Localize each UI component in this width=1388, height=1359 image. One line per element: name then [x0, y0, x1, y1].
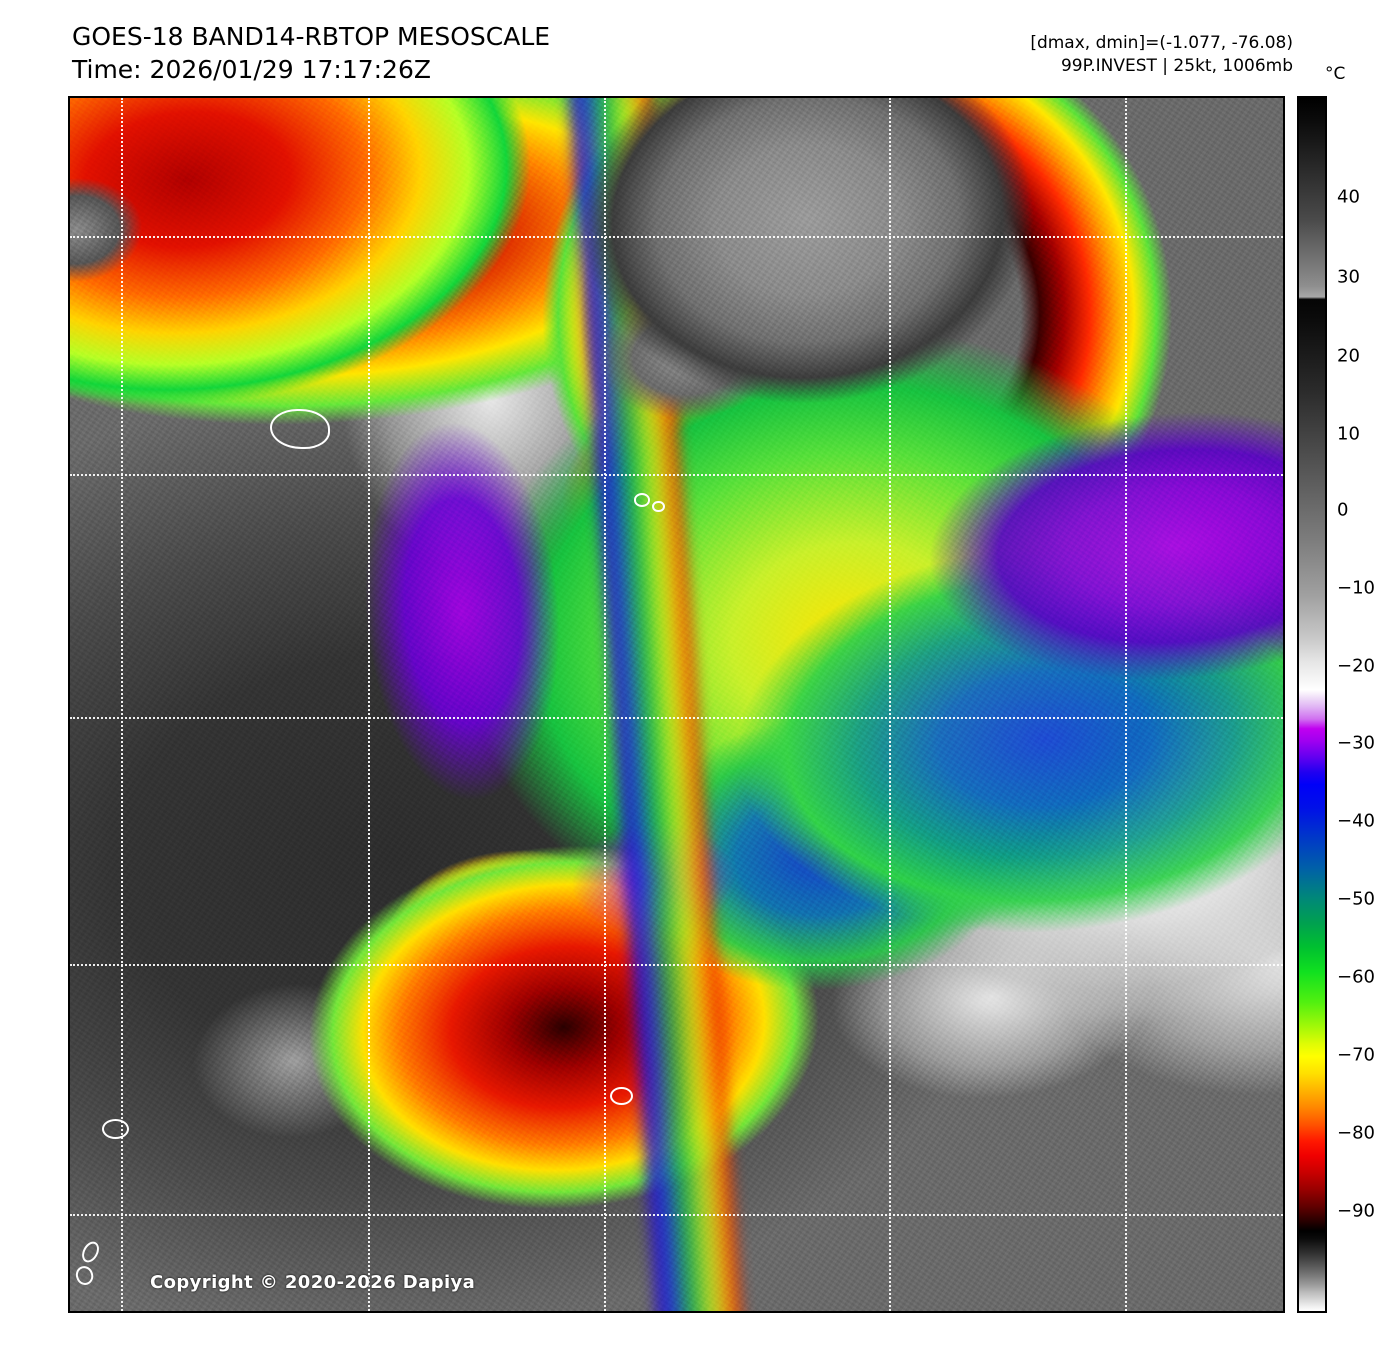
storm-info-label: 99P.INVEST | 25kt, 1006mb [1060, 56, 1293, 76]
colorbar-tick-2: 20 [1337, 345, 1360, 367]
colorbar[interactable]: 40 30 20 10 0 −10 −20 −30 −40 −50 −60 −7… [1297, 96, 1375, 1313]
colorbar-tick-11: −70 [1337, 1044, 1375, 1066]
colorbar-tick-0: 40 [1337, 186, 1360, 208]
colorbar-tick-12: −80 [1337, 1122, 1375, 1144]
island-coastline-center2 [652, 500, 665, 512]
metadata-block: [dmax, dmin]=(-1.077, -76.08) 99P.INVEST… [1030, 32, 1293, 78]
swath-inner [70, 98, 1283, 1311]
colorbar-tick-4: 0 [1337, 499, 1349, 521]
colorbar-tick-3: 10 [1337, 423, 1360, 445]
satellite-swath [70, 98, 1283, 1311]
island-coastline-nw [270, 408, 330, 449]
copyright-label: Copyright © 2020-2026 Dapiya [150, 1272, 476, 1293]
cold-cloud-top-core [70, 98, 1283, 1311]
satellite-image-plot[interactable]: Copyright © 2020-2026 Dapiya 12°S 14°S 1… [68, 96, 1285, 1313]
island-coastline-center [634, 493, 651, 508]
colorbar-tick-1: 30 [1337, 266, 1360, 288]
island-coastline-s [609, 1086, 634, 1106]
title-block: GOES-18 BAND14-RBTOP MESOSCALE Time: 202… [72, 20, 550, 86]
colorbar-tick-5: −10 [1337, 577, 1375, 599]
colorbar-tick-7: −30 [1337, 732, 1375, 754]
colorbar-tick-6: −20 [1337, 655, 1375, 677]
plot-clip: Copyright © 2020-2026 Dapiya [70, 98, 1283, 1311]
island-coastline-sw [101, 1119, 129, 1140]
timestamp-label: Time: 2026/01/29 17:17:26Z [72, 55, 431, 84]
colorbar-gradient [1297, 96, 1327, 1313]
page-title: GOES-18 BAND14-RBTOP MESOSCALE [72, 22, 551, 51]
colorbar-tick-10: −60 [1337, 966, 1375, 988]
colorbar-tick-9: −50 [1337, 888, 1375, 910]
data-range-label: [dmax, dmin]=(-1.077, -76.08) [1030, 33, 1293, 53]
colorbar-tick-13: −90 [1337, 1200, 1375, 1222]
colorbar-tick-8: −40 [1337, 810, 1375, 832]
colorbar-unit-label: °C [1325, 64, 1346, 84]
